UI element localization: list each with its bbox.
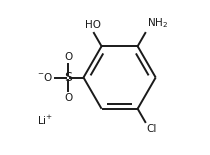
Text: Cl: Cl bbox=[146, 124, 156, 134]
Text: O: O bbox=[64, 52, 72, 62]
Text: $\mathdefault{{}^{-}}$O: $\mathdefault{{}^{-}}$O bbox=[37, 71, 53, 84]
Text: NH$_2$: NH$_2$ bbox=[147, 16, 168, 30]
Text: S: S bbox=[64, 71, 72, 84]
Text: O: O bbox=[64, 93, 72, 103]
Text: Li$^{+}$: Li$^{+}$ bbox=[37, 114, 53, 127]
Text: HO: HO bbox=[85, 20, 101, 30]
